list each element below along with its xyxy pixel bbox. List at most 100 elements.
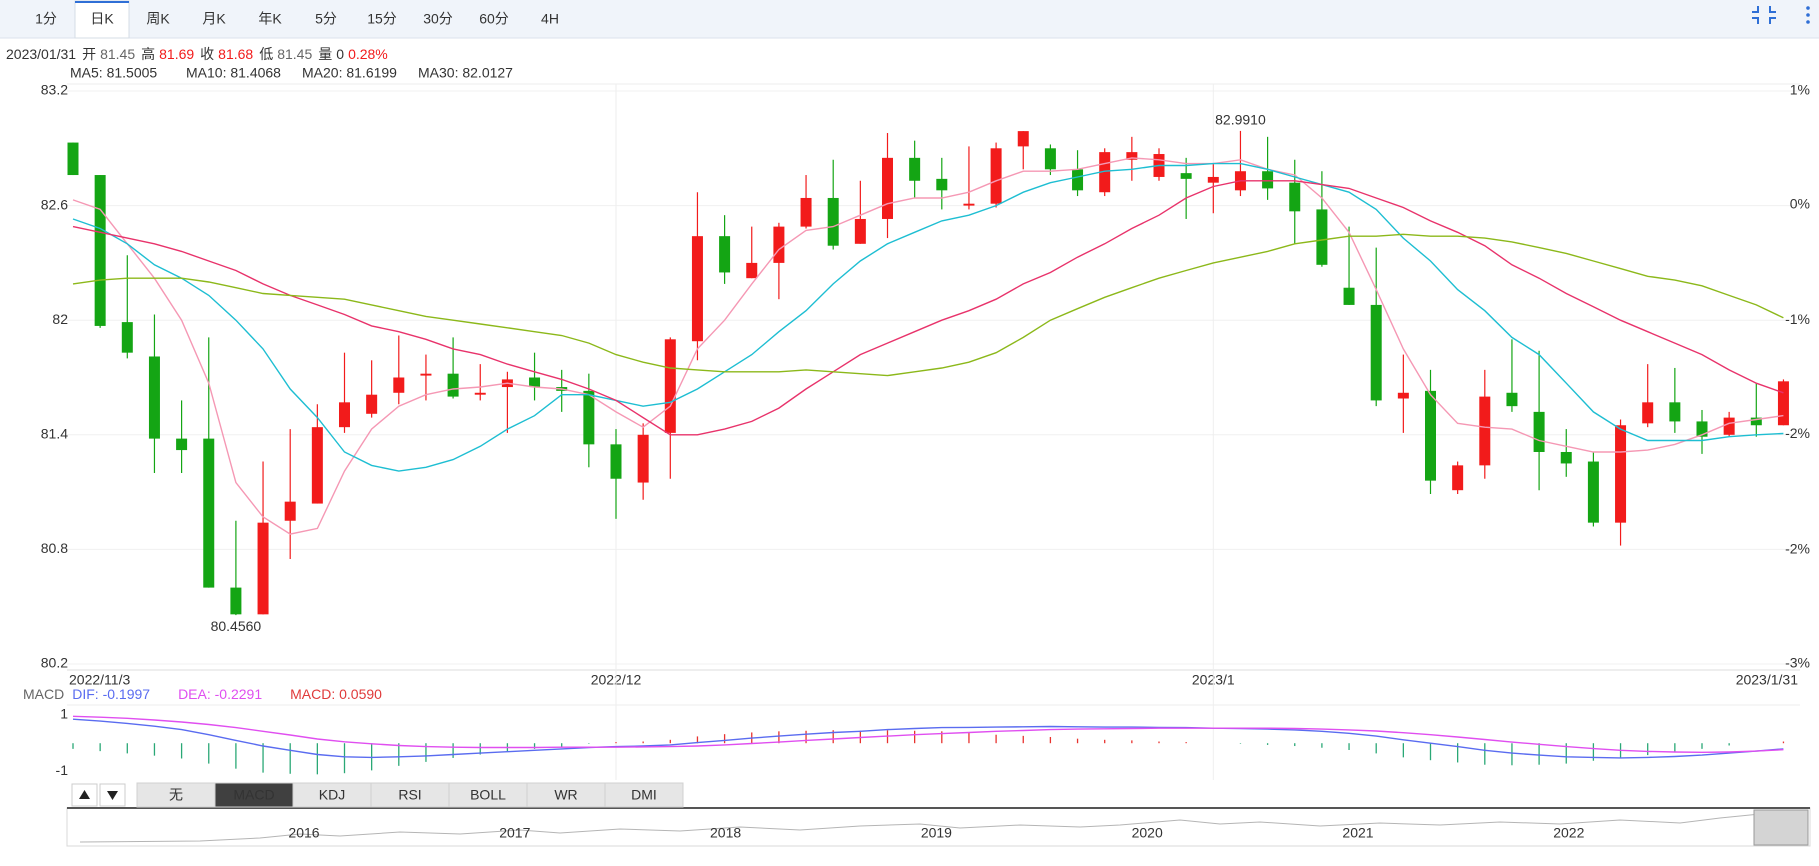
- indicator-tab[interactable]: BOLL: [470, 787, 506, 803]
- macd-line: [72, 718, 1784, 759]
- candle-body: [1370, 304, 1382, 401]
- candle-body: [1615, 425, 1627, 523]
- more-icon[interactable]: [1806, 6, 1810, 24]
- time-tab[interactable]: 周K: [146, 11, 170, 27]
- macd-y-tick-label: -1: [56, 762, 69, 778]
- candle-body: [1180, 173, 1192, 179]
- indicator-tab[interactable]: KDJ: [319, 787, 345, 803]
- indicator-tab[interactable]: MACD: [233, 787, 274, 803]
- candle-body: [447, 373, 459, 397]
- info-label: 开: [82, 46, 96, 62]
- candle-body: [773, 226, 785, 263]
- min-annotation: 80.4560: [211, 618, 262, 634]
- fullscreen-icon[interactable]: [1752, 6, 1776, 24]
- indicator-tab[interactable]: RSI: [398, 787, 421, 803]
- indicator-tab-bg[interactable]: [292, 782, 372, 808]
- candle-body: [284, 501, 296, 521]
- legend-entry: DIF: -0.1997: [72, 686, 150, 702]
- up-arrow: [79, 790, 90, 799]
- candle-body: [1289, 182, 1301, 212]
- y2-tick-label: -2%: [1785, 425, 1810, 441]
- macd-y-tick-label: 1: [60, 706, 68, 722]
- candle-body: [366, 394, 378, 414]
- time-tab[interactable]: 5分: [315, 11, 337, 27]
- macd-legend: MACD DIF: -0.1997 DEA: -0.2291 MACD: 0.0590: [23, 686, 382, 702]
- y2-tick-label: -1%: [1785, 311, 1810, 327]
- navigator-line: [79, 813, 1801, 843]
- candle-body: [990, 148, 1002, 204]
- candle-body: [1452, 465, 1464, 491]
- candle-body: [719, 236, 731, 273]
- candle-body: [1099, 152, 1111, 193]
- time-tab[interactable]: 年K: [258, 11, 282, 27]
- indicator-tab-bg[interactable]: [604, 782, 684, 808]
- candle-body: [257, 522, 269, 615]
- navigator-label: 2019: [921, 825, 952, 841]
- info-line: 2023/01/31 开 81.45 高 81.69 收 81.68 低 81.45 量 0 0.28…: [6, 46, 388, 62]
- candle-body: [1017, 131, 1029, 147]
- candle-body: [230, 587, 242, 615]
- candle-body: [691, 236, 703, 342]
- candle-body: [936, 178, 948, 191]
- candle-body: [1533, 411, 1545, 452]
- info-value: 81.45: [100, 46, 135, 62]
- candle-body: [1587, 461, 1599, 523]
- navigator-handle[interactable]: [1753, 809, 1809, 846]
- candle-body: [1262, 171, 1274, 189]
- time-tab[interactable]: 60分: [479, 11, 509, 27]
- info-value: 81.68: [218, 46, 253, 62]
- navigator-label: 2020: [1132, 825, 1163, 841]
- indicator-tab[interactable]: 无: [169, 787, 183, 803]
- indicator-tab-bg[interactable]: [370, 782, 450, 808]
- ma-line: [72, 233, 1784, 377]
- y-tick-label: 81.4: [41, 426, 68, 442]
- legend-entry: MA10: 81.4068: [186, 65, 281, 81]
- legend-entry: MA30: 82.0127: [418, 65, 513, 81]
- candle-body: [1316, 209, 1328, 265]
- y2-tick-label: -2%: [1785, 541, 1810, 557]
- y2-tick-label: 0%: [1790, 196, 1810, 212]
- candle-body: [1669, 402, 1681, 422]
- candle-body: [203, 438, 215, 588]
- candle-body: [1072, 169, 1084, 191]
- time-tab[interactable]: 15分: [367, 11, 397, 27]
- navigator-label: 2022: [1553, 825, 1584, 841]
- info-date: 2023/01/31: [6, 46, 76, 62]
- candle-body: [148, 356, 160, 439]
- indicator-tab[interactable]: WR: [554, 787, 577, 803]
- time-tab[interactable]: 日K: [90, 11, 114, 27]
- legend-entry: MA5: 81.5005: [70, 65, 157, 81]
- candle-body: [339, 402, 350, 428]
- ma-line: [72, 157, 1784, 535]
- info-label: 高: [141, 46, 155, 62]
- candle-body: [420, 373, 432, 376]
- time-tab[interactable]: 月K: [202, 11, 226, 27]
- candle-body: [1126, 152, 1138, 160]
- time-tab[interactable]: 30分: [423, 11, 453, 27]
- candle-body: [963, 203, 975, 206]
- candle-body: [1207, 176, 1219, 183]
- y2-tick-label: 1%: [1790, 82, 1810, 98]
- active-tab-bg: [74, 0, 130, 39]
- navigator-label: 2018: [710, 825, 741, 841]
- candle-body: [1397, 392, 1409, 399]
- indicator-tab-bg[interactable]: [448, 782, 528, 808]
- candle-body: [1506, 392, 1518, 407]
- time-tab[interactable]: 4H: [541, 11, 559, 27]
- candle-body: [1425, 390, 1436, 481]
- candle-body: [746, 262, 758, 279]
- info-label: 收: [200, 46, 214, 62]
- candle-body: [1343, 287, 1355, 305]
- indicator-tab-bg[interactable]: [526, 782, 606, 808]
- candle-body: [67, 142, 79, 176]
- candle-body: [529, 377, 541, 388]
- candle-body: [664, 339, 676, 433]
- info-value: 0: [336, 46, 344, 62]
- indicator-tab[interactable]: DMI: [631, 787, 657, 803]
- info-value: 81.45: [277, 46, 312, 62]
- time-tab[interactable]: 1分: [35, 11, 57, 27]
- candle-body: [854, 218, 866, 244]
- y-tick-label: 82: [52, 311, 68, 327]
- info-value: 81.69: [159, 46, 194, 62]
